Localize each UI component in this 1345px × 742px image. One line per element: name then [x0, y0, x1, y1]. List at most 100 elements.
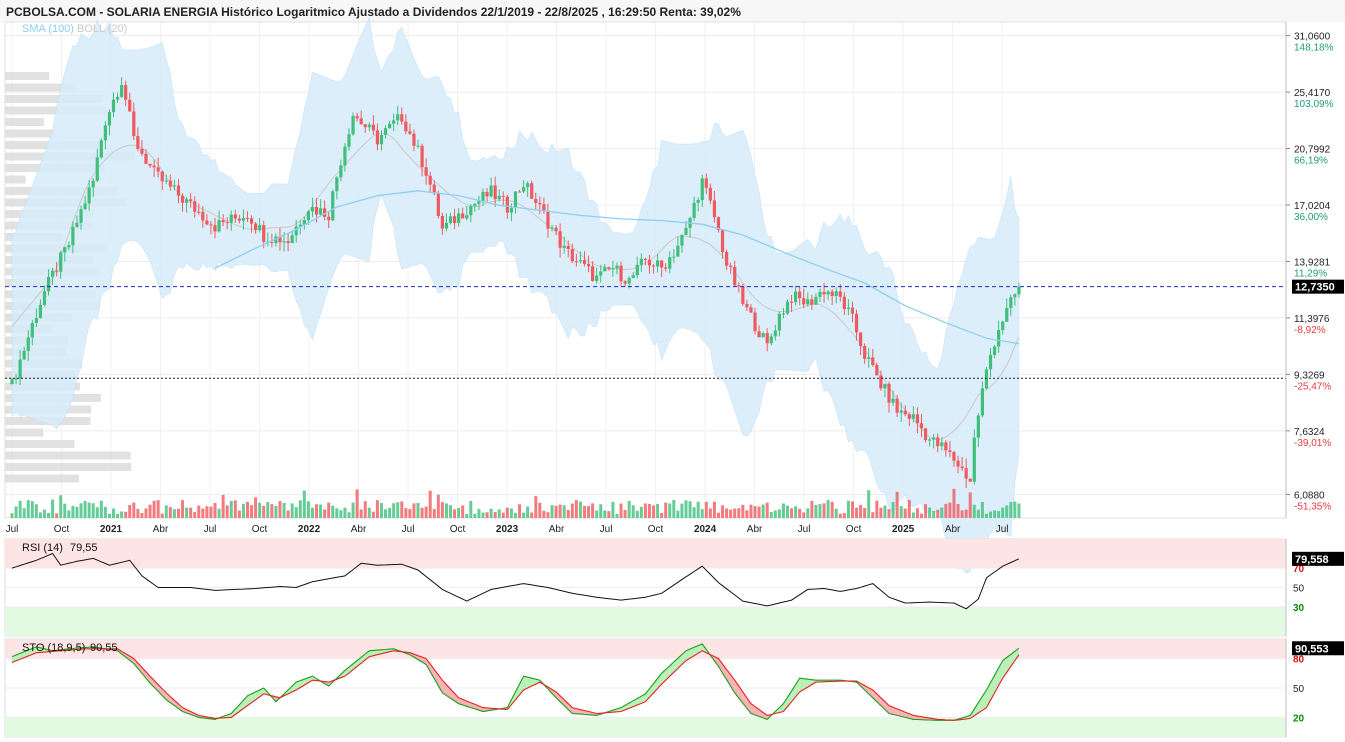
- candle-body: [42, 291, 47, 305]
- candle-body: [591, 266, 595, 281]
- panel-tick-label: 30: [1293, 603, 1305, 614]
- time-tick-label: 2022: [298, 524, 321, 535]
- volume-bar: [684, 500, 688, 518]
- volume-bar: [753, 506, 757, 518]
- volume-bar: [270, 504, 274, 518]
- stoch-fill: [576, 708, 581, 715]
- candle-body: [635, 264, 639, 276]
- candle-body: [773, 330, 777, 337]
- candle-body: [30, 323, 34, 338]
- candle-body: [879, 375, 883, 389]
- profile-bar: [5, 474, 80, 483]
- volume-bar: [903, 508, 907, 518]
- candle-body: [148, 163, 152, 166]
- volume-bar: [298, 500, 302, 518]
- chart-title: PCBOLSA.COM - SOLARIA ENERGIA Histórico …: [6, 5, 741, 19]
- volume-bar: [1017, 503, 1021, 518]
- candle-body: [270, 241, 274, 243]
- candle-body: [858, 332, 863, 347]
- volume-bar: [144, 508, 148, 518]
- volume-bar: [883, 505, 887, 518]
- price-pct-label: 103,09%: [1294, 99, 1334, 110]
- volume-bar: [83, 500, 87, 518]
- candle-body: [911, 414, 915, 419]
- candle-body: [651, 265, 656, 267]
- candle-body: [968, 478, 972, 482]
- stoch-fill: [889, 705, 894, 715]
- volume-bar: [794, 506, 798, 518]
- candle-body: [818, 291, 822, 297]
- candle-body: [184, 199, 189, 203]
- candle-body: [144, 153, 148, 164]
- volume-bar: [603, 510, 607, 518]
- volume-bar: [708, 508, 712, 518]
- stoch-last-label: 90,553: [1295, 643, 1329, 655]
- candle-body: [680, 234, 684, 246]
- volume-bar: [867, 490, 871, 518]
- rsi-last-label: 79,558: [1295, 554, 1329, 566]
- price-tick-label: 9,3269: [1294, 370, 1325, 381]
- panel-tick-label: 80: [1293, 655, 1305, 666]
- candle-body: [95, 157, 99, 181]
- volume-bar: [95, 507, 99, 518]
- candle-body: [952, 451, 956, 461]
- stoch-fill: [361, 654, 366, 664]
- candle-body: [936, 437, 940, 447]
- volume-bar: [420, 507, 424, 518]
- candle-body: [136, 136, 140, 149]
- candle-body: [513, 191, 518, 208]
- price-pct-label: -39,01%: [1294, 438, 1331, 449]
- time-tick-label: Oct: [54, 524, 70, 535]
- volume-bar: [997, 510, 1001, 518]
- stoch-fill: [36, 646, 41, 653]
- price-tick-label: 25,4170: [1294, 88, 1331, 99]
- stoch-fill: [527, 677, 532, 688]
- panel-tick-label: 50: [1293, 584, 1305, 595]
- candle-body: [404, 121, 408, 132]
- volume-bar: [582, 505, 586, 518]
- volume-bar: [611, 501, 615, 518]
- volume-bar: [505, 507, 509, 518]
- candle-body: [733, 266, 737, 286]
- volume-bar: [846, 500, 850, 518]
- candle-body: [229, 214, 233, 223]
- stoch-fill: [141, 667, 146, 679]
- stoch-fill: [519, 676, 524, 695]
- candle-body: [611, 268, 615, 270]
- candle-body: [664, 267, 668, 269]
- candle-body: [980, 388, 984, 416]
- candle-body: [152, 165, 156, 168]
- volume-bar: [266, 502, 270, 518]
- candle-body: [318, 208, 323, 215]
- time-axis: Jul Oct 2021 Abr Jul Oct 2022 Abr Jul Oct 2023 Abr J…: [6, 524, 1009, 535]
- volume-bar: [538, 502, 542, 518]
- volume-bar: [493, 512, 497, 518]
- candle-body: [737, 285, 741, 287]
- candle-body: [558, 231, 562, 248]
- stoch-fill: [365, 650, 370, 660]
- volume-bar: [331, 505, 335, 518]
- stoch-fill: [686, 649, 691, 661]
- rsi-line: [11, 552, 1020, 610]
- stoch-fill: [430, 663, 435, 679]
- candle-body: [233, 214, 237, 219]
- volume-bar: [716, 512, 720, 518]
- volume-bar: [806, 508, 810, 518]
- candle-body: [582, 260, 587, 264]
- volume-bar: [761, 504, 765, 518]
- candle-body: [457, 213, 461, 224]
- stoch-fill: [450, 688, 455, 701]
- volume-bar: [375, 500, 379, 518]
- volume-bar: [148, 504, 152, 518]
- candle-body: [960, 466, 964, 469]
- stoch-fill: [20, 651, 25, 660]
- time-tick-label: Abr: [549, 524, 565, 535]
- volume-bar: [47, 512, 51, 518]
- candle-body: [501, 195, 505, 197]
- candle-body: [282, 241, 286, 243]
- volume-bar: [128, 505, 132, 518]
- candle-body: [375, 130, 380, 145]
- volume-bar: [225, 505, 229, 518]
- candle-body: [850, 307, 855, 314]
